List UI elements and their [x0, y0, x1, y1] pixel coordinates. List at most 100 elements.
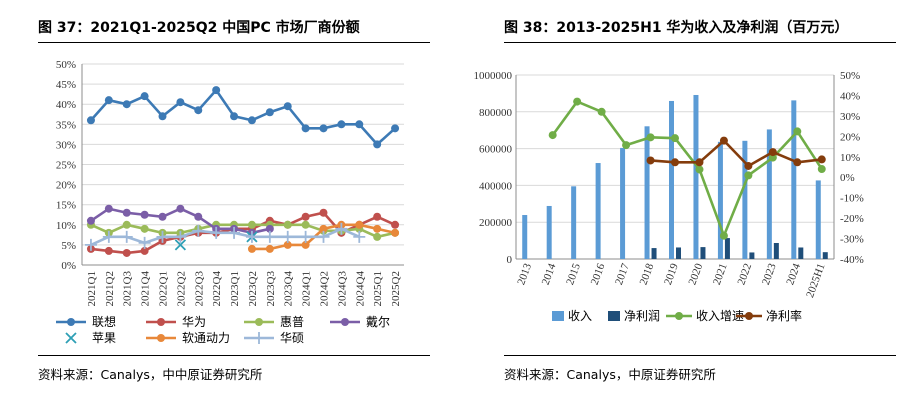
data-point [646, 156, 655, 165]
legend-label: 联想 [92, 314, 116, 329]
x-tick-label: 2022Q2 [175, 271, 187, 306]
right-chart-title: 图 38：2013-2025H1 华为收入及净利润（百万元） [504, 20, 849, 36]
data-point [210, 226, 223, 239]
legend-item: 苹果 [65, 331, 116, 345]
data-point [671, 158, 679, 167]
data-point [793, 158, 802, 167]
bar [749, 252, 755, 259]
series-line [89, 88, 396, 147]
right-y-tick-label: 40% [840, 90, 860, 102]
legend-label: 戴尔 [366, 314, 390, 329]
right-y-tick-label: 20% [840, 131, 860, 143]
data-point [138, 236, 151, 249]
data-point [283, 220, 292, 229]
data-point [719, 231, 728, 240]
data-point [283, 240, 292, 249]
data-point [263, 230, 276, 243]
legend-item: 收入 [552, 309, 592, 323]
data-point [353, 230, 366, 243]
series-净利润 [651, 238, 828, 259]
y-tick-label: 40% [56, 99, 76, 111]
data-point [301, 124, 310, 133]
legend-swatch [608, 311, 620, 321]
bar [822, 252, 828, 259]
y-tick-label: 45% [56, 79, 76, 91]
legend-swatch-marker [745, 312, 753, 320]
x-tick-label: 2021Q4 [140, 271, 152, 307]
market-share-panel: 图 37：2021Q1-2025Q2 中国PC 市场厂商份额 0% 5% 10% 15… [0, 0, 440, 405]
legend-label: 收入增速 [696, 309, 744, 323]
left-title-rule [38, 42, 430, 43]
series-联想 [86, 86, 400, 149]
x-tick-label: 2023Q3 [265, 271, 277, 307]
data-point [373, 140, 382, 149]
x-tick-label: 2015 [564, 261, 583, 286]
data-point [158, 212, 167, 221]
data-point [301, 220, 310, 229]
data-point [122, 220, 131, 229]
data-point [793, 127, 802, 136]
legend-label: 华为 [182, 315, 206, 329]
bar [595, 163, 601, 259]
data-point [317, 230, 330, 243]
data-point [265, 244, 274, 253]
left-chart-title: 图 37：2021Q1-2025Q2 中国PC 市场厂商份额 [38, 20, 360, 36]
data-point [597, 107, 606, 116]
data-point [299, 230, 312, 243]
series-line [551, 99, 823, 240]
legend-swatch-marker [255, 318, 263, 326]
bar [791, 100, 797, 259]
bar [724, 238, 730, 259]
data-point [247, 116, 256, 125]
market-share-line-chart: 0% 5% 10% 15% 20% 25% 30% 35% 40% 45% 50% 2021Q1 202… [56, 59, 404, 345]
legend-label: 苹果 [92, 331, 116, 345]
huawei-revenue-panel: 图 38：2013-2025H1 华为收入及净利润（百万元） 0 200000 40… [466, 0, 906, 405]
data-point [671, 134, 679, 143]
data-point [104, 96, 113, 105]
legend-item: 华为 [146, 315, 206, 329]
legend-swatch-marker [157, 318, 165, 326]
data-point [768, 153, 777, 162]
data-point [768, 148, 777, 157]
x-tick-label: 2016 [589, 261, 608, 286]
x-tick-label: 2022 [735, 262, 754, 287]
x-tick-label: 2024Q3 [336, 271, 348, 307]
data-point [194, 212, 203, 221]
x-tick-label: 2018 [638, 261, 657, 286]
legend-swatch-marker [67, 318, 75, 326]
data-point [176, 98, 185, 107]
data-point [744, 161, 753, 170]
data-point [319, 124, 328, 133]
series-收入 [522, 94, 821, 260]
data-point [192, 224, 205, 237]
x-tick-label: 2021Q3 [122, 271, 134, 307]
x-tick-label: 2022Q1 [158, 271, 170, 306]
data-point [212, 86, 221, 95]
legend-swatch [552, 311, 564, 321]
revenue-profit-combo-chart: 0 200000 400000 600000 800000 1000000 -40% -30%… [474, 70, 864, 323]
x-tick-label: 2022Q3 [193, 271, 205, 307]
data-point [319, 224, 328, 233]
y-tick-label: 20% [56, 180, 76, 192]
data-point [194, 106, 203, 115]
bar [700, 247, 706, 259]
data-point [391, 228, 400, 237]
legend-label: 收入 [568, 309, 592, 323]
legend-item: 联想 [56, 314, 116, 329]
y-tick-label: 30% [56, 139, 76, 151]
right-y-tick-label: 10% [840, 152, 860, 164]
data-point [695, 165, 704, 174]
data-point [86, 216, 95, 225]
data-point [695, 158, 704, 167]
y-tick-label: 25% [56, 160, 76, 172]
series-华硕 [84, 222, 366, 251]
bar [571, 186, 577, 259]
data-point [622, 141, 631, 150]
y-tick-label: 0% [61, 260, 76, 272]
y-tick-label: 5% [61, 240, 76, 252]
data-point [373, 224, 382, 233]
legend-swatch-marker [65, 332, 77, 344]
legend-label: 净利率 [766, 308, 802, 323]
x-tick-label: 2023Q2 [247, 271, 259, 306]
data-point [140, 92, 149, 101]
